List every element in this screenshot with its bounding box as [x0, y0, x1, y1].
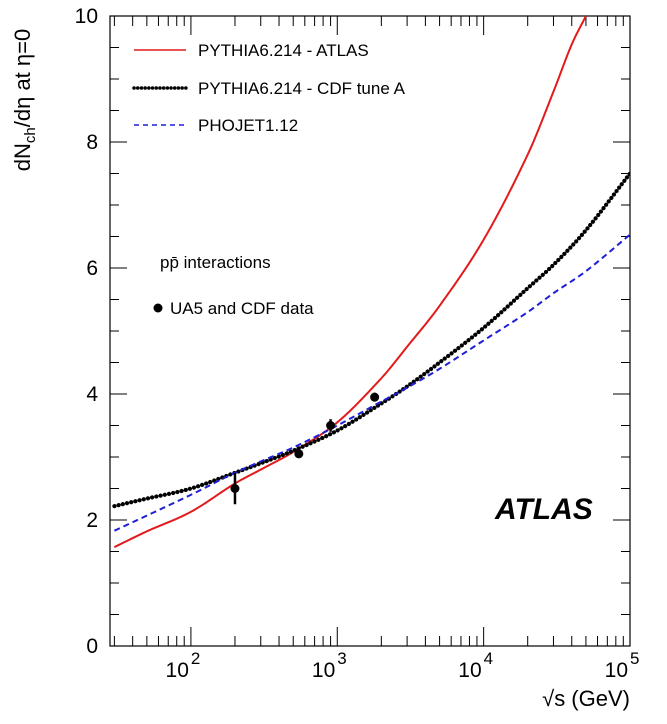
x-tick-exponent: 4 [484, 649, 493, 668]
curve-phojet [113, 233, 630, 532]
series-curves [112, 16, 630, 548]
y-tick-label: 2 [86, 509, 98, 532]
plot-frame [109, 15, 631, 647]
x-tick-label: 10 [166, 659, 189, 682]
x-tick-exponent: 2 [191, 649, 200, 668]
data-point [326, 421, 336, 430]
atlas-label: ATLAS [494, 493, 593, 526]
data-point [370, 392, 380, 402]
annotation-interactions: pp̄ interactions [160, 253, 271, 272]
x-tick-label: 10 [312, 659, 335, 682]
x-axis-title: √s (GeV) [542, 686, 630, 711]
data-point [294, 449, 304, 459]
plot-border [109, 15, 631, 647]
y-tick-label: 6 [86, 257, 98, 280]
data-points [230, 392, 380, 505]
legend-entry-pythia-cdf-label: PYTHIA6.214 - CDF tune A [198, 79, 406, 98]
y-tick-label: 10 [75, 5, 98, 28]
legend-entry-phojet-label: PHOJET1.12 [198, 116, 298, 135]
y-tick-label: 0 [86, 635, 98, 658]
legend-marker-data [153, 303, 163, 313]
y-tick-label: 8 [86, 131, 98, 154]
curve-pythia-cdf [112, 171, 630, 509]
x-tick-label: 10 [605, 659, 628, 682]
x-tick-exponent: 3 [337, 649, 346, 668]
legend: PYTHIA6.214 - ATLAS PYTHIA6.214 - CDF tun… [132, 41, 406, 318]
x-tick-label: 10 [458, 659, 481, 682]
data-point [230, 484, 240, 493]
y-tick-label: 4 [86, 383, 98, 406]
svg-text:dNch/dη at η=0: dNch/dη at η=0 [10, 29, 39, 171]
legend-entry-pythia-atlas-label: PYTHIA6.214 - ATLAS [198, 41, 369, 60]
legend-entry-data-label: UA5 and CDF data [170, 299, 314, 318]
y-axis-title: dNch/dη at η=0 [10, 29, 39, 171]
x-tick-exponent: 5 [630, 649, 639, 668]
curve-pythia-atlas [113, 16, 587, 548]
